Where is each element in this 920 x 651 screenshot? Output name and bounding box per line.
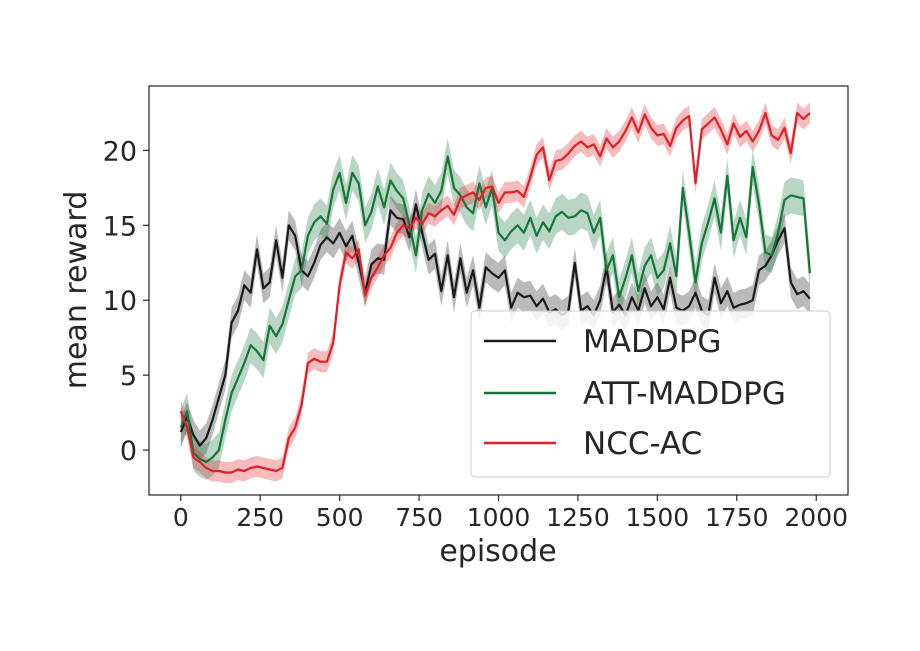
y-tick-label: 20 <box>103 136 137 167</box>
legend-box <box>470 310 831 478</box>
y-tick-label: 5 <box>120 361 137 392</box>
x-tick-label: 1000 <box>467 503 531 532</box>
line-att-maddpg <box>179 155 811 464</box>
legend: MADDPG ATT-MADDPG NCC-AC <box>470 310 831 478</box>
y-tick-label: 0 <box>120 436 137 467</box>
x-tick-label: 1250 <box>546 503 610 532</box>
x-tick-label: 250 <box>236 503 284 532</box>
legend-label-maddpg: MADDPG <box>583 324 721 360</box>
band-ncc-ac <box>180 102 810 483</box>
x-tick-label: 0 <box>173 503 189 532</box>
x-tick-label: 1500 <box>626 503 690 532</box>
x-tick-label: 2000 <box>784 503 848 532</box>
legend-label-att-maddpg: ATT-MADDPG <box>583 376 786 412</box>
x-axis-label: episode <box>439 534 556 569</box>
y-tick-label: 10 <box>103 286 137 317</box>
axis-ticks: 0 250 500 750 1000 1250 1500 1750 2000 0 5 10 15 20 <box>103 136 848 532</box>
legend-label-ncc-ac: NCC-AC <box>583 426 702 462</box>
y-axis-label: mean reward <box>59 191 94 390</box>
x-tick-label: 500 <box>316 503 364 532</box>
y-tick-label: 15 <box>103 211 137 242</box>
x-tick-label: 1750 <box>705 503 769 532</box>
x-tick-label: 750 <box>395 503 443 532</box>
line-ncc-ac <box>179 111 811 474</box>
